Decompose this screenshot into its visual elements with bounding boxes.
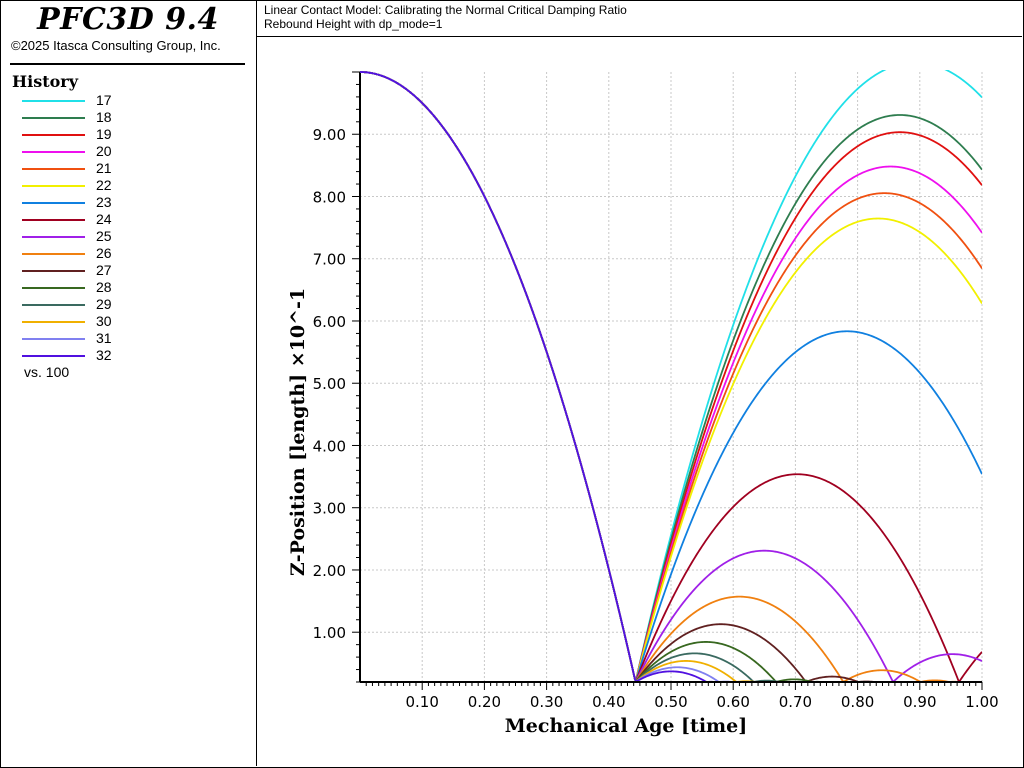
legend-swatch xyxy=(22,321,85,323)
x-tick-label: 0.30 xyxy=(530,693,563,711)
legend-swatch xyxy=(22,338,85,340)
legend-item-19: 19 xyxy=(22,126,142,143)
x-tick-label: 0.90 xyxy=(903,693,936,711)
history-legend: 17 18 19 20 21 22 23 24 25 26 27 28 29 30 31 32 xyxy=(22,92,142,364)
history-plot: 0.10 0.20 0.30 0.40 0.50 0.60 0.70 0.80 0.90 1.00… xyxy=(287,70,999,737)
legend-swatch xyxy=(22,202,85,204)
legend-item-21: 21 xyxy=(22,160,142,177)
series-line-32 xyxy=(360,71,715,681)
x-tick-label: 0.60 xyxy=(716,693,749,711)
legend-swatch xyxy=(22,270,85,272)
series-group xyxy=(360,70,982,681)
legend-label: 25 xyxy=(96,228,112,244)
legend-swatch xyxy=(22,253,85,255)
legend-label: 24 xyxy=(96,211,112,227)
legend-swatch xyxy=(22,236,85,238)
legend-label: 30 xyxy=(96,313,112,329)
legend-item-25: 25 xyxy=(22,228,142,245)
legend-label: 27 xyxy=(96,262,112,278)
legend-swatch xyxy=(22,117,85,119)
legend-swatch xyxy=(22,185,85,187)
legend-label: 20 xyxy=(96,143,112,159)
history-title: History xyxy=(12,72,78,91)
x-tick-label: 0.80 xyxy=(841,693,874,711)
y-tick-label: 3.00 xyxy=(313,500,346,518)
x-axis-label: Mechanical Age [time] xyxy=(505,715,747,737)
legend-label: 22 xyxy=(96,177,112,193)
legend-item-31: 31 xyxy=(22,330,142,347)
legend-item-23: 23 xyxy=(22,194,142,211)
x-tick-label: 0.40 xyxy=(592,693,625,711)
legend-label: 19 xyxy=(96,126,112,142)
legend-swatch xyxy=(22,287,85,289)
legend-item-20: 20 xyxy=(22,143,142,160)
legend-item-24: 24 xyxy=(22,211,142,228)
legend-label: 26 xyxy=(96,245,112,261)
legend-label: 31 xyxy=(96,330,112,346)
legend-swatch xyxy=(22,151,85,153)
y-tick-label: 1.00 xyxy=(313,624,346,642)
legend-swatch xyxy=(22,355,85,357)
plot-header: Linear Contact Model: Calibrating the No… xyxy=(256,0,1022,37)
y-tick-label: 6.00 xyxy=(313,313,346,331)
legend-item-17: 17 xyxy=(22,92,142,109)
legend-item-29: 29 xyxy=(22,296,142,313)
legend-label: 21 xyxy=(96,160,112,176)
legend-item-22: 22 xyxy=(22,177,142,194)
y-tick-label: 9.00 xyxy=(313,126,346,144)
legend-label: 29 xyxy=(96,296,112,312)
legend-item-27: 27 xyxy=(22,262,142,279)
copyright-text: ©2025 Itasca Consulting Group, Inc. xyxy=(11,38,221,53)
legend-swatch xyxy=(22,134,85,136)
legend-label: 17 xyxy=(96,92,112,108)
y-tick-label: 5.00 xyxy=(313,375,346,393)
plot-title-line2: Rebound Height with dp_mode=1 xyxy=(264,17,443,31)
legend-item-28: 28 xyxy=(22,279,142,296)
legend-item-26: 26 xyxy=(22,245,142,262)
legend-label: 32 xyxy=(96,347,112,363)
x-tick-label: 0.50 xyxy=(654,693,687,711)
vs-label: vs. 100 xyxy=(24,364,70,380)
legend-item-18: 18 xyxy=(22,109,142,126)
legend-swatch xyxy=(22,100,85,102)
y-axis-label: Z-Position [length] ×10^-1 xyxy=(287,288,309,576)
y-tick-label: 8.00 xyxy=(313,188,346,206)
legend-item-32: 32 xyxy=(22,347,142,364)
y-tick-label: 7.00 xyxy=(313,251,346,269)
legend-panel: PFC3D 9.4 ©2025 Itasca Consulting Group,… xyxy=(0,0,257,766)
app-title: PFC3D 9.4 xyxy=(37,2,219,37)
legend-label: 18 xyxy=(96,109,112,125)
plot-title-line1: Linear Contact Model: Calibrating the No… xyxy=(264,3,627,17)
y-tick-label: 2.00 xyxy=(313,562,346,580)
series-line-17 xyxy=(360,70,982,681)
x-tick-label: 0.70 xyxy=(779,693,812,711)
x-tick-label: 0.20 xyxy=(468,693,501,711)
legend-swatch xyxy=(22,304,85,306)
divider xyxy=(10,63,245,65)
x-tick-label: 0.10 xyxy=(405,693,438,711)
legend-item-30: 30 xyxy=(22,313,142,330)
y-tick-label: 4.00 xyxy=(313,437,346,455)
legend-swatch xyxy=(22,219,85,221)
x-tick-label: 1.00 xyxy=(965,693,998,711)
legend-label: 28 xyxy=(96,279,112,295)
legend-label: 23 xyxy=(96,194,112,210)
legend-swatch xyxy=(22,168,85,170)
